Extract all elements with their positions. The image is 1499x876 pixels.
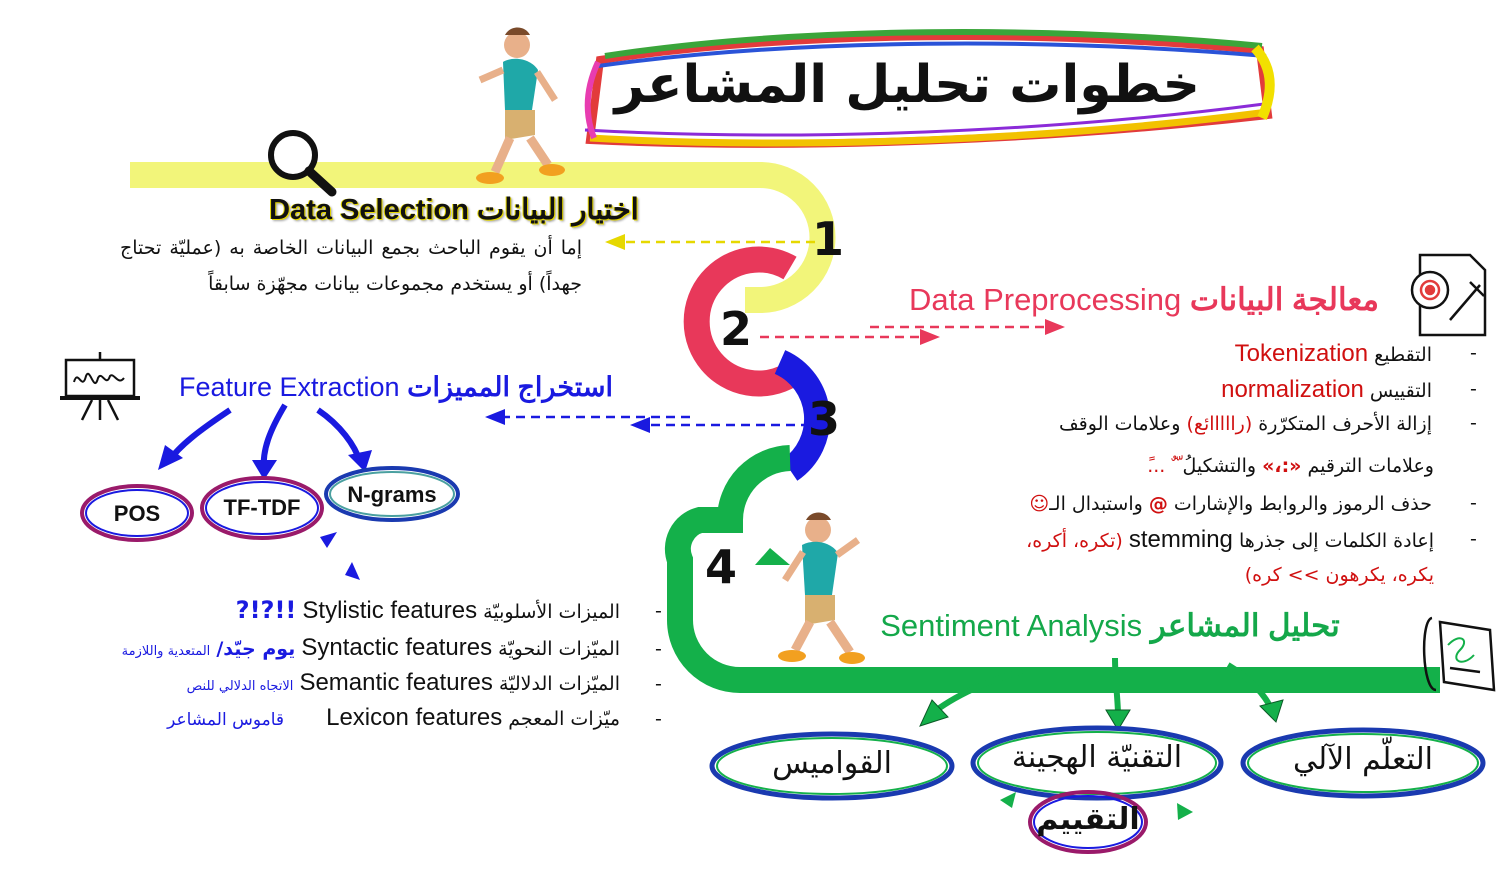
item-example: (رااااائع) [1186, 413, 1253, 435]
pill-n-grams: N-grams [347, 482, 437, 507]
list-dash: - [1470, 528, 1477, 550]
step-number-1: 1 [812, 212, 845, 266]
list-item: إزالة الأحرف المتكرّرة (رااااائع) وعلاما… [960, 412, 1432, 436]
list-dash: - [655, 638, 662, 660]
list-dash: - [655, 600, 662, 622]
dashed-arrows [485, 234, 1065, 565]
step3-heading: Feature Extraction استخراج المميزات [140, 372, 652, 403]
item-text: إزالة الأحرف المتكرّرة [1258, 413, 1432, 435]
walking-person-figure [476, 27, 565, 184]
title-banner [584, 29, 1275, 148]
list-dash: - [1470, 412, 1477, 434]
item-en: normalization [1221, 376, 1364, 403]
item-ar: ميّزات المعجم [508, 708, 620, 730]
item-example: «:،» [1262, 455, 1302, 477]
step-number-4: 4 [705, 540, 738, 594]
pill-dictionaries: القواميس [772, 746, 892, 781]
list-item: ميّزات المعجم Lexicon features قاموس الم… [88, 706, 620, 732]
item-text: حذف الرموز والروابط والإشارات [1173, 493, 1432, 515]
step1-description: إما أن يقوم الباحث بجمع البيانات الخاصة … [120, 237, 582, 295]
scroll-document-icon [1422, 616, 1496, 692]
step2-heading-en: Data Preprocessing [908, 282, 1182, 317]
item-example: !!?!? [235, 596, 297, 624]
step1-heading-ar: اختيار البيانات [477, 194, 639, 226]
list-item: وعلامات الترقيم «:،» والتشكيلُ ّ ٌ ...ً [1020, 454, 1434, 478]
magnifier-icon [268, 130, 337, 197]
item-text: والتشكيل [1182, 455, 1257, 477]
item-en: Tokenization [1234, 340, 1369, 367]
item-example: (تكره، أكره، [1026, 530, 1123, 552]
gear-document-icon [1410, 253, 1487, 337]
step4-road [664, 445, 1440, 693]
item-en: Syntactic features [301, 634, 493, 661]
step-number-3: 3 [808, 392, 841, 446]
pill-ellipses [80, 466, 1486, 854]
item-text: وعلامات الترقيم [1307, 455, 1435, 477]
list-item: normalization التقييس [1100, 378, 1432, 403]
item-en: Semantic features [299, 669, 493, 696]
list-dash: - [655, 673, 662, 695]
step2-heading: Data Preprocessing معالجة البيانات [884, 282, 1404, 318]
step3-heading-ar: استخراج المميزات [407, 372, 614, 402]
item-text: وعلامات الوقف [1059, 413, 1181, 435]
pill-machine-learning: التعلّم الآلي [1292, 742, 1434, 777]
step1-road [130, 162, 836, 313]
page-title: خطوات تحليل المشاعر [614, 55, 1200, 115]
list-item: الميّزات النحويّة Syntactic features يوم… [30, 636, 620, 664]
item-note: قاموس المشاعر [167, 710, 285, 730]
item-ar: الميّزات الدلاليّة [498, 673, 620, 695]
item-en: stemming [1128, 526, 1233, 553]
item-ar: التقطيع [1374, 344, 1432, 366]
item-note: الاتجاه الدلالي للنص [186, 679, 294, 694]
item-ar: التقييس [1369, 380, 1432, 402]
step4-heading-ar: تحليل المشاعر [1150, 608, 1340, 643]
at-symbol: @ [1148, 493, 1168, 515]
item-en: Lexicon features [326, 704, 503, 731]
step1-heading: Data Selection اختيار البيانات [252, 192, 656, 227]
item-en: Stylistic features [302, 597, 478, 624]
step3-road [774, 350, 831, 481]
step2-heading-ar: معالجة البيانات [1189, 282, 1380, 317]
item-note: المتعدية واللازمة [121, 644, 211, 659]
list-item: إعادة الكلمات إلى جذرها stemming (تكره، … [940, 528, 1434, 553]
pill-tf-tdf: TF-TDF [223, 495, 301, 520]
step4-heading-en: Sentiment Analysis [880, 608, 1143, 643]
pill-hybrid: التقنيّة الهجينة [1011, 740, 1183, 775]
list-item: حذف الرموز والروابط والإشارات @ واستبدال… [930, 492, 1432, 516]
list-item: Tokenization التقطيع [1110, 342, 1432, 367]
smiley-icon: ☺ [1029, 493, 1050, 515]
item-ar: الميزات الأسلوبيّة [483, 601, 620, 623]
feature-arrows [158, 403, 372, 580]
step3-heading-en: Feature Extraction [178, 372, 400, 402]
walking-person-figure [778, 512, 865, 664]
pill-pos: POS [113, 501, 161, 526]
list-item: الميزات الأسلوبيّة Stylistic features !!… [150, 598, 620, 624]
list-item: يكره، يكرهون >> كره) [1244, 564, 1434, 586]
sentiment-arrows [919, 657, 1284, 820]
item-example: ُ ّ ٌ ...ً [1147, 455, 1183, 477]
presentation-board-icon [60, 352, 140, 421]
list-dash: - [1470, 378, 1477, 400]
step-number-2: 2 [720, 302, 753, 356]
step4-heading: Sentiment Analysis تحليل المشاعر [856, 608, 1364, 644]
list-item: الميّزات الدلاليّة Semantic features الا… [85, 671, 620, 699]
item-text: إعادة الكلمات إلى جذرها [1238, 530, 1434, 552]
pill-evaluation: التقييم [1036, 802, 1140, 837]
list-dash: - [1470, 492, 1477, 514]
list-dash: - [655, 708, 662, 730]
item-ar: الميّزات النحويّة [498, 638, 620, 660]
item-example: يوم جيّد/ [216, 638, 296, 660]
item-text: واستبدال الـ [1049, 493, 1143, 515]
list-dash: - [1470, 342, 1477, 364]
step2-road [683, 246, 797, 397]
step1-heading-en: Data Selection [269, 194, 469, 226]
